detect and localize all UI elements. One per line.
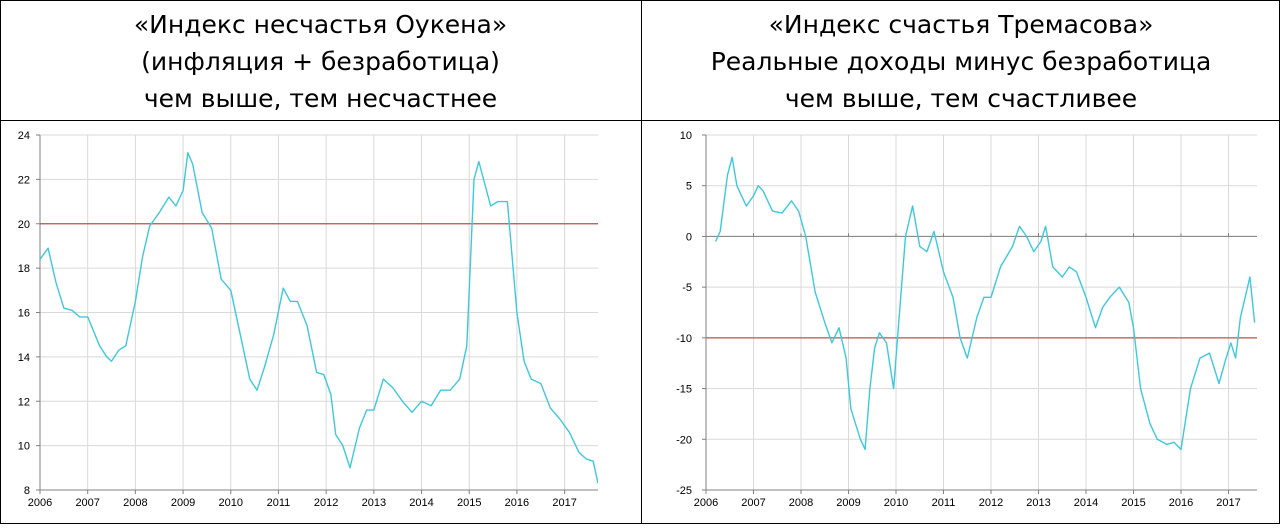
x-tick-label: 2016	[1169, 497, 1193, 509]
right-title-line-2: Реальные доходы минус безработица	[710, 47, 1212, 76]
x-tick-label: 2010	[884, 497, 908, 509]
y-tick-label: 14	[18, 352, 30, 364]
y-tick-label: 20	[18, 219, 30, 231]
y-tick-label: -25	[676, 485, 692, 497]
x-tick-label: 2011	[267, 497, 291, 509]
x-tick-label: 2008	[789, 497, 813, 509]
x-tick-label: 2017	[1216, 497, 1240, 509]
y-tick-label: -5	[682, 282, 692, 294]
x-tick-label: 2010	[219, 497, 243, 509]
x-tick-label: 2014	[1074, 497, 1098, 509]
x-tick-label: 2015	[1121, 497, 1145, 509]
y-tick-label: 8	[24, 485, 30, 497]
y-tick-label: -10	[676, 333, 692, 345]
y-tick-label: 10	[18, 441, 30, 453]
y-tick-label: 24	[18, 130, 30, 142]
x-tick-label: 2013	[362, 497, 386, 509]
y-tick-label: 12	[18, 396, 30, 408]
x-tick-label: 2013	[1026, 497, 1050, 509]
x-tick-label: 2017	[552, 497, 576, 509]
x-tick-label: 2006	[694, 497, 718, 509]
panel-divider	[641, 0, 642, 524]
x-tick-label: 2015	[457, 497, 481, 509]
series-line-0	[714, 156, 1256, 451]
x-tick-label: 2006	[28, 497, 52, 509]
x-tick-label: 2016	[505, 497, 529, 509]
right-panel-title: «Индекс счастья Тремасова» Реальные дохо…	[642, 6, 1280, 117]
title-divider	[0, 120, 1280, 121]
y-tick-label: 18	[18, 263, 30, 275]
x-tick-label: 2011	[932, 497, 956, 509]
y-tick-label: 0	[686, 231, 692, 243]
left-title-line-3: чем выше, тем несчастнее	[143, 84, 498, 113]
x-tick-label: 2014	[409, 497, 433, 509]
right-title-line-3: чем выше, тем счастливее	[784, 84, 1138, 113]
y-tick-label: 5	[686, 181, 692, 193]
y-tick-label: 16	[18, 308, 30, 320]
x-tick-label: 2008	[123, 497, 147, 509]
x-tick-label: 2012	[979, 497, 1003, 509]
x-tick-label: 2009	[171, 497, 195, 509]
y-tick-label: 10	[680, 130, 692, 142]
y-tick-label: -15	[676, 384, 692, 396]
x-tick-label: 2007	[741, 497, 765, 509]
misery-index-chart: 2006 2007 2008 2009 2010 2011 2012 2013 2014 2015…	[18, 130, 598, 509]
x-tick-label: 2009	[836, 497, 860, 509]
x-tick-label: 2007	[75, 497, 99, 509]
series-line-0	[40, 152, 598, 484]
left-panel-title: «Индекс несчастья Оукена» (инфляция + бе…	[0, 6, 641, 117]
happiness-index-chart: 2006 2007 2008 2009 2010 2011 2012 2013 2014 2015…	[676, 130, 1257, 509]
x-tick-label: 2012	[314, 497, 338, 509]
right-title-line-1: «Индекс счастья Тремасова»	[768, 10, 1154, 39]
left-title-line-1: «Индекс несчастья Оукена»	[133, 10, 508, 39]
left-title-line-2: (инфляция + безработица)	[141, 47, 500, 76]
y-tick-label: -20	[676, 434, 692, 446]
y-tick-label: 22	[18, 174, 30, 186]
